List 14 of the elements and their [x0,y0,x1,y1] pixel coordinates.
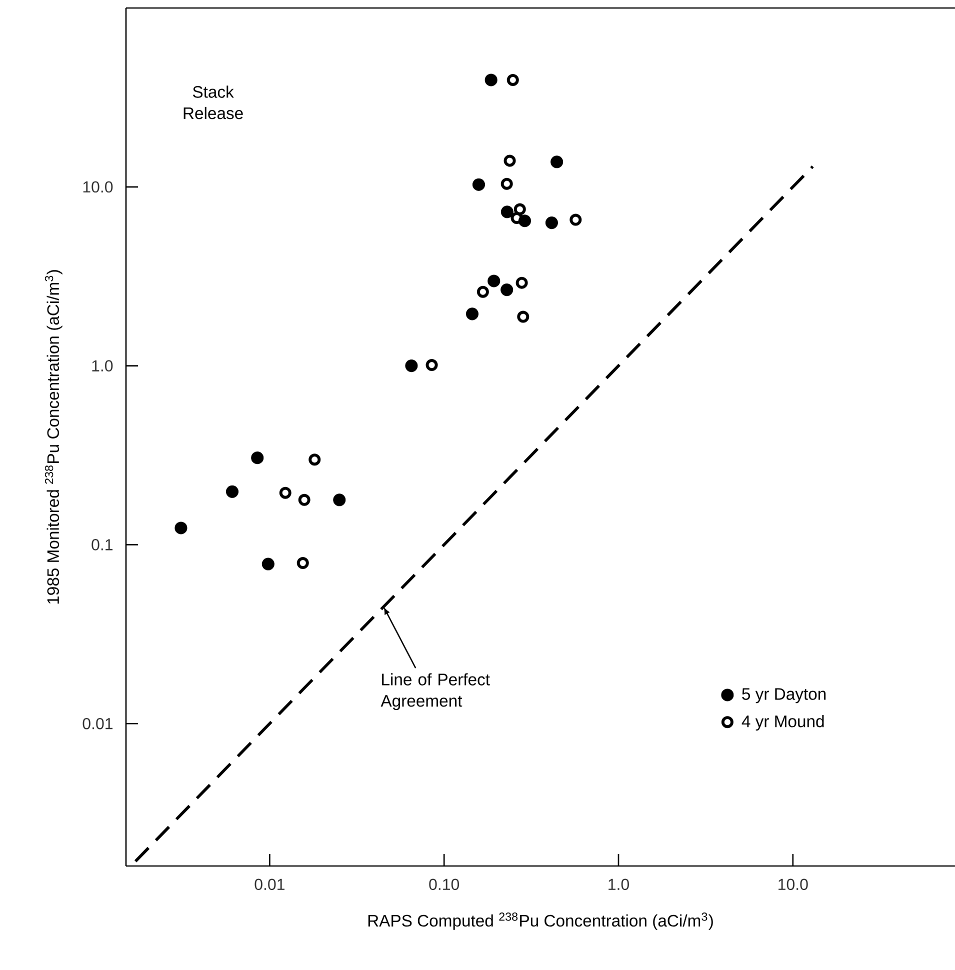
x-axis-title: RAPS Computed $^{238}$Pu Concentration (aCi/m$^{3}$) [368,912,713,930]
annotation: Stack Release [184,86,243,120]
y-tick-label: 1.0 [92,360,113,372]
y-tick-label: 0.1 [92,539,112,550]
y-tick-label: 10.0 [83,181,113,193]
x-tick-label: 0.10 [429,878,460,890]
annotation: Line of Perfect Agreement [380,673,490,710]
legend-label: 5 yr Dayton [742,688,826,704]
x-tick-label: 0.01 [254,878,284,890]
x-tick-label: 10.0 [778,878,808,890]
legend-label: 4 yr Mound [742,715,824,731]
x-tick-label: 1.0 [608,878,629,890]
y-tick-label: 0.01 [82,718,112,730]
y-axis-title: 1985 Monitored $^{238}$Pu Concentration (aCi/m$^{3}$) [44,270,62,604]
